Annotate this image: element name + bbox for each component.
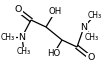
Text: O: O [87, 54, 95, 63]
Text: CH₃: CH₃ [85, 32, 99, 42]
Text: OH: OH [48, 8, 62, 16]
Text: O: O [14, 5, 22, 15]
Text: HO: HO [47, 49, 61, 57]
Text: CH₃: CH₃ [88, 10, 102, 19]
Text: CH₃: CH₃ [1, 32, 15, 42]
Text: CH₃: CH₃ [17, 48, 31, 56]
Text: N: N [19, 32, 26, 42]
Text: N: N [80, 23, 87, 31]
